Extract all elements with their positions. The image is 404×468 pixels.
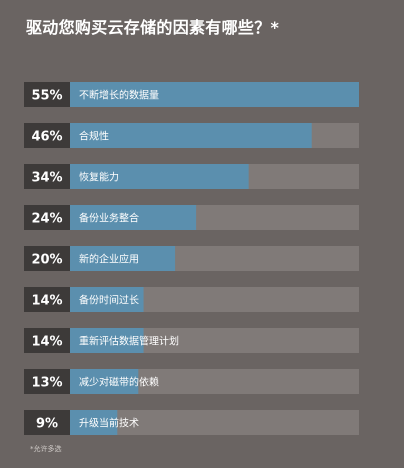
bar (70, 369, 139, 394)
value-label: 14% (31, 335, 62, 350)
value-box (24, 287, 70, 312)
bar-row: 13% 减少对磁带的依赖 (24, 369, 359, 394)
bar-row: 14% 备份时间过长 (24, 287, 359, 312)
value-box (24, 246, 70, 271)
bar (70, 246, 176, 271)
bar (70, 123, 312, 148)
value-box (24, 328, 70, 353)
value-label: 20% (31, 253, 62, 268)
value-label: 24% (31, 212, 62, 227)
value-box (24, 82, 70, 107)
category-label: 合规性 (79, 130, 109, 143)
value-label: 34% (31, 171, 62, 186)
value-label: 14% (31, 294, 62, 309)
bar (70, 287, 144, 312)
category-label: 恢复能力 (79, 171, 119, 184)
footnote: *允许多选 (30, 445, 62, 453)
value-label: 55% (31, 89, 62, 104)
bar (70, 410, 118, 435)
bar (70, 82, 359, 107)
bar-row: 14% 重新评估数据管理计划 (24, 328, 359, 353)
value-box (24, 164, 70, 189)
category-label: 重新评估数据管理计划 (79, 335, 179, 348)
value-box (24, 410, 70, 435)
bar-row: 46% 合规性 (24, 123, 359, 148)
category-label: 减少对磁带的依赖 (79, 376, 159, 389)
category-label: 升级当前技术 (79, 417, 139, 430)
bar-row: 24% 备份业务整合 (24, 205, 359, 230)
bar-track (70, 410, 359, 435)
bar (70, 205, 197, 230)
category-label: 新的企业应用 (79, 253, 139, 266)
value-box (24, 205, 70, 230)
bar-row: 9% 升级当前技术 (24, 410, 359, 435)
value-label: 13% (31, 376, 62, 391)
bar-row: 34% 恢复能力 (24, 164, 359, 189)
category-label: 备份业务整合 (79, 212, 139, 225)
bar-row: 20% 新的企业应用 (24, 246, 359, 271)
bar (70, 328, 144, 353)
bar-row: 55% 不断增长的数据量 (24, 82, 359, 107)
value-label: 9% (36, 417, 58, 432)
value-box (24, 123, 70, 148)
chart-title: 驱动您购买云存储的因素有哪些？* (26, 18, 280, 37)
bar (70, 164, 249, 189)
value-box (24, 369, 70, 394)
category-label: 备份时间过长 (79, 294, 139, 307)
value-label: 46% (31, 130, 62, 145)
category-label: 不断增长的数据量 (79, 89, 159, 102)
